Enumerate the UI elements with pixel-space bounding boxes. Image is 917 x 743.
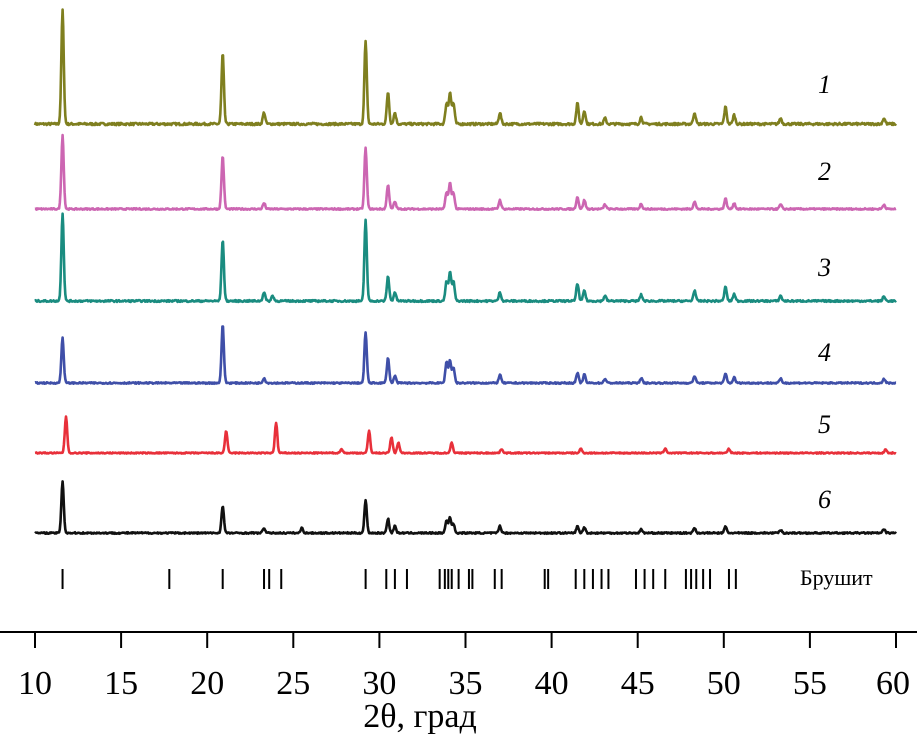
series-label-5: 5 (818, 410, 831, 439)
series-label-2: 2 (818, 157, 831, 186)
x-tick-label: 15 (104, 665, 138, 702)
x-axis: 10 15 20 25 30 35 40 45 50 55 60 (0, 631, 917, 702)
series-line-3 (34, 212, 897, 304)
series-label-3: 3 (817, 253, 831, 282)
x-tick-label: 25 (276, 665, 310, 702)
x-tick-label: 35 (449, 665, 483, 702)
x-tick-label: 45 (621, 665, 655, 702)
x-tick-label: 30 (362, 665, 396, 702)
reference-label: Брушит (800, 565, 873, 590)
series-labels: 1 2 3 4 5 6 (817, 70, 831, 514)
x-tick-label: 10 (18, 665, 52, 702)
series-label-6: 6 (818, 485, 831, 514)
series-layer (33, 8, 898, 535)
x-tick-label: 40 (535, 665, 569, 702)
x-tick-label: 50 (707, 665, 741, 702)
series-line-4 (34, 325, 897, 385)
series-line-1 (33, 8, 898, 127)
series-label-4: 4 (818, 338, 831, 367)
series-line-2 (34, 133, 897, 211)
series-line-5 (34, 415, 897, 455)
series-line-6 (34, 480, 898, 535)
x-axis-title: 2θ, град (363, 698, 477, 735)
brushite-reference-ticks (61, 569, 737, 589)
x-tick-label: 60 (876, 665, 910, 702)
series-label-1: 1 (818, 70, 831, 99)
x-tick-label: 55 (793, 665, 827, 702)
x-tick-label: 20 (190, 665, 224, 702)
